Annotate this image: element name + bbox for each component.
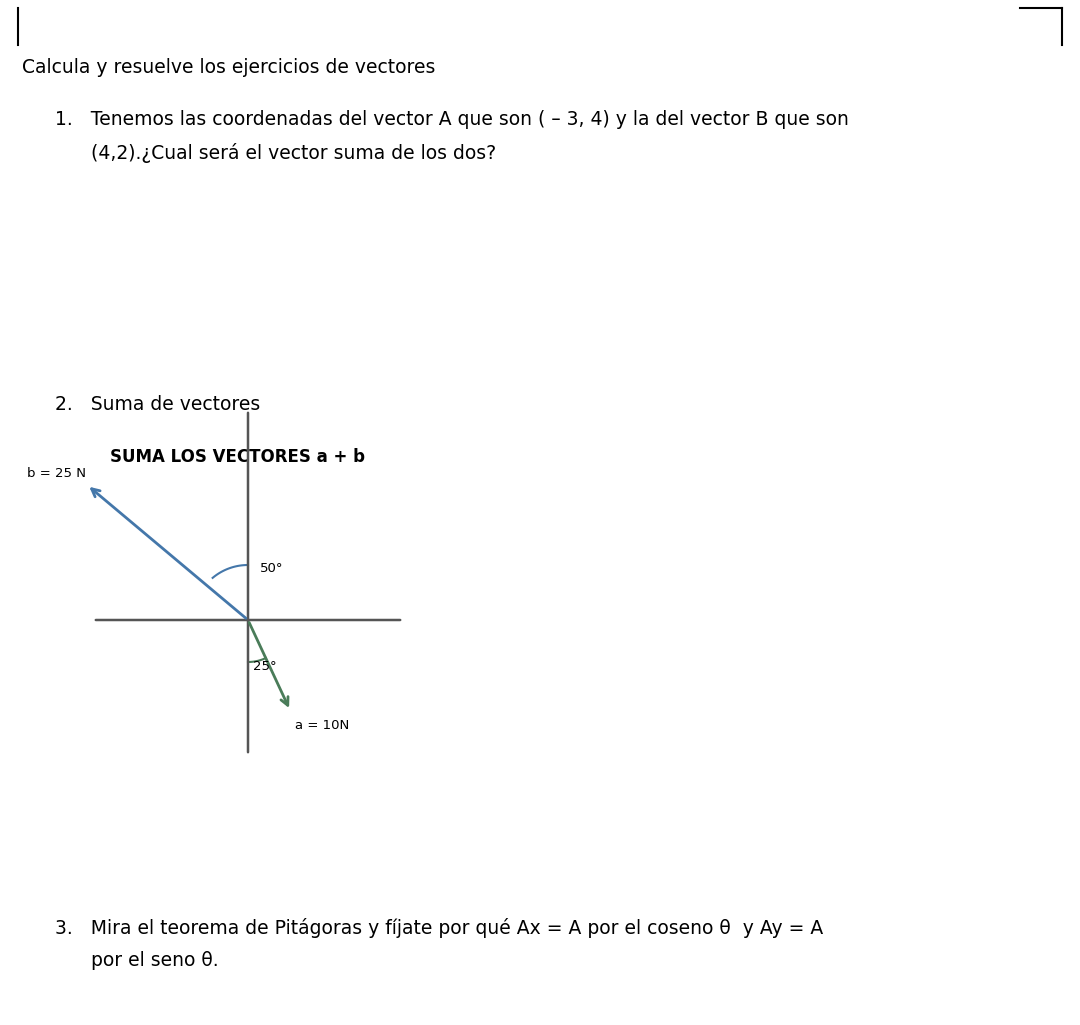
Text: 25°: 25°	[253, 660, 276, 673]
Text: (4,2).¿Cual será el vector suma de los dos?: (4,2).¿Cual será el vector suma de los d…	[55, 144, 496, 163]
Text: SUMA LOS VECTORES a + b: SUMA LOS VECTORES a + b	[110, 448, 365, 466]
Text: Calcula y resuelve los ejercicios de vectores: Calcula y resuelve los ejercicios de vec…	[22, 58, 435, 77]
Text: b = 25 N: b = 25 N	[27, 467, 86, 480]
Text: 1.   Tenemos las coordenadas del vector A que son ( – 3, 4) y la del vector B qu: 1. Tenemos las coordenadas del vector A …	[55, 110, 849, 129]
Text: 50°: 50°	[260, 562, 283, 575]
Text: 2.   Suma de vectores: 2. Suma de vectores	[55, 395, 260, 414]
Text: 3.   Mira el teorema de Pitágoras y fíjate por qué Ax = A por el coseno θ  y Ay : 3. Mira el teorema de Pitágoras y fíjate…	[55, 918, 823, 938]
Text: por el seno θ.: por el seno θ.	[55, 951, 218, 970]
Text: a = 10N: a = 10N	[295, 719, 350, 732]
